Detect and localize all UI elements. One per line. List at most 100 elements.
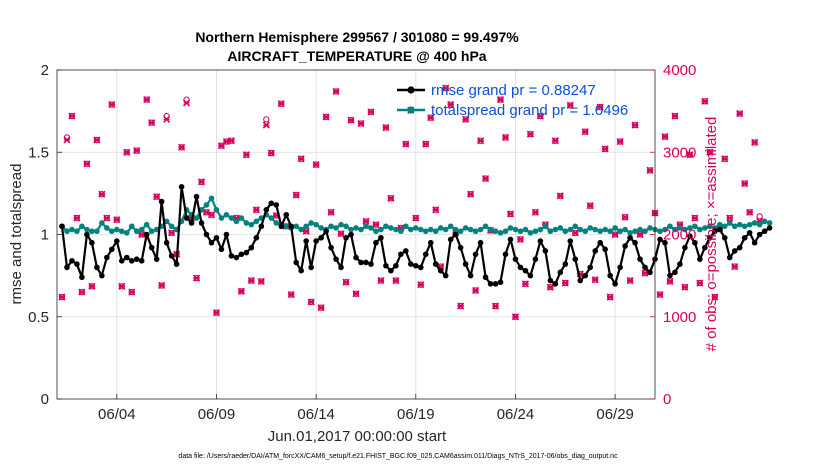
totalspread-point (492, 228, 499, 235)
obs-assimilated-point (526, 130, 534, 138)
totalspread-point (467, 226, 474, 233)
totalspread-point (697, 226, 703, 233)
obs-assimilated-point (148, 119, 156, 127)
obs-assimilated-point (197, 178, 206, 186)
rmse-point (582, 272, 589, 279)
obs-assimilated-point (711, 293, 719, 301)
legend: rmse grand pr = 0.88247 totalspread gran… (397, 82, 628, 119)
totalspread-point (79, 223, 85, 230)
obs-assimilated-point (307, 298, 315, 306)
totalspread-point (228, 215, 235, 221)
obs-assimilated-point (347, 116, 355, 124)
obs-assimilated-point (626, 276, 634, 285)
obs-assimilated-point (377, 276, 385, 285)
totalspread-point (741, 223, 748, 230)
totalspread-point (662, 226, 668, 233)
obs-assimilated-point (571, 229, 579, 237)
totalspread-point (731, 223, 738, 230)
obs-assimilated-point (666, 277, 674, 285)
rmse-point (492, 281, 499, 287)
rmse-point (597, 239, 603, 246)
obs-assimilated-point (163, 115, 171, 123)
totalspread-point (273, 220, 280, 226)
totalspread-point (512, 226, 519, 233)
obs-assimilated-point (412, 214, 420, 222)
obs-assimilated-point (636, 230, 644, 239)
data-file-footer: data file: /Users/raeder/DAI/ATM_forcXX/… (178, 453, 618, 460)
obs-assimilated-point (237, 287, 245, 295)
rmse-point (323, 228, 329, 235)
obs-assimilated-point (242, 151, 250, 159)
rmse-point (607, 272, 613, 279)
rmse-point (612, 281, 618, 287)
obs-assimilated-point (88, 282, 96, 290)
totalspread-point (427, 226, 434, 233)
obs-assimilated-point (477, 137, 485, 145)
totalspread-point (751, 220, 758, 226)
obs-assimilated-point (178, 143, 186, 151)
totalspread-point (716, 221, 723, 228)
obs-assimilated-point (472, 286, 480, 294)
obs-assimilated-point (701, 97, 709, 105)
obs-assimilated-point (78, 288, 86, 296)
obs-assimilated-point (581, 128, 589, 136)
totalspread-point (373, 228, 379, 235)
rmse-point (766, 225, 773, 231)
totalspread-point (726, 220, 733, 226)
obs-assimilated-point (606, 293, 614, 301)
rmse-point (393, 262, 399, 269)
rmse-point (133, 256, 140, 262)
totalspread-point (482, 223, 489, 230)
totalspread-point (193, 215, 200, 221)
totalspread-point (388, 225, 394, 231)
totalspread-point (128, 223, 135, 230)
left-tick-label: 0 (41, 391, 49, 408)
rmse-point (587, 264, 594, 271)
obs-assimilated-point (516, 235, 525, 244)
totalspread-point (517, 228, 524, 235)
totalspread-point (437, 225, 444, 231)
totalspread-point (542, 223, 549, 230)
legend-rmse-marker (407, 86, 415, 94)
obs-assimilated-point (621, 213, 629, 221)
rmse-point (293, 259, 300, 266)
totalspread-point (114, 226, 120, 233)
totalspread-point (677, 225, 683, 231)
rmse-point (378, 234, 384, 241)
rmse-point (592, 248, 598, 254)
totalspread-point (363, 223, 369, 230)
rmse-point (662, 239, 668, 246)
rmse-point (477, 239, 484, 246)
obs-assimilated-point (566, 101, 574, 109)
totalspread-point (632, 228, 638, 235)
rmse-point (268, 200, 275, 207)
totalspread-point (721, 223, 728, 230)
rmse-point (173, 261, 180, 267)
rmse-point (657, 236, 663, 243)
totalspread-point (457, 228, 464, 235)
totalspread-point (109, 228, 115, 235)
rmse-point (143, 231, 150, 238)
rmse-point (353, 254, 359, 261)
totalspread-point (148, 228, 155, 235)
rmse-point (168, 253, 175, 259)
obs-assimilated-point (252, 206, 260, 214)
rmse-point (158, 198, 165, 205)
totalspread-point (348, 226, 354, 233)
obs-assimilated-point (153, 193, 161, 201)
obs-assimilated-point (98, 190, 106, 198)
rmse-point (487, 281, 494, 287)
totalspread-point (692, 223, 698, 230)
totalspread-point (368, 225, 374, 231)
x-tick-label: 06/29 (596, 406, 634, 423)
obs-assimilated-point (417, 281, 425, 289)
totalspread-point (383, 223, 389, 230)
obs-assimilated-point (312, 161, 320, 169)
totalspread-point (577, 226, 584, 233)
rmse-point (138, 258, 145, 264)
rmse-point (288, 223, 295, 230)
rmse-point (427, 239, 434, 246)
totalspread-point (552, 226, 559, 233)
totalspread-point (547, 228, 554, 235)
totalspread-point (358, 226, 364, 233)
